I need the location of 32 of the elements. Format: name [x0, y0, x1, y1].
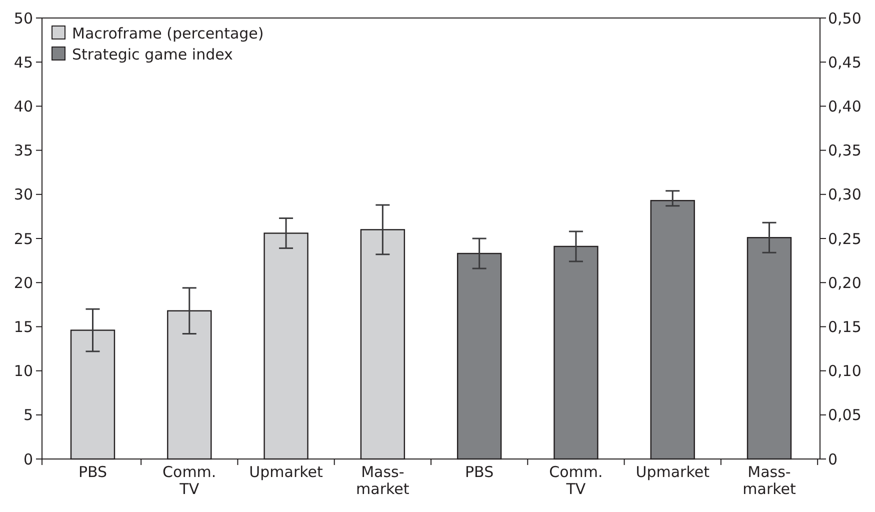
y2-tick-label: 0: [828, 450, 838, 468]
y-tick-label: 5: [23, 406, 33, 424]
legend-label: Strategic game index: [72, 45, 234, 64]
y-tick-label: 50: [14, 9, 33, 28]
y2-tick-label: 0,20: [828, 274, 862, 292]
x-tick-label: Comm. TV: [549, 463, 603, 498]
y-tick-label: 10: [14, 362, 33, 380]
y2-tick-label: 0,25: [828, 230, 862, 248]
x-tick-label: Mass-market: [742, 463, 796, 498]
x-tick-label: Mass-market: [356, 463, 410, 498]
y2-tick-label: 0,30: [828, 186, 862, 204]
y-tick-label: 35: [14, 142, 33, 160]
y-tick-label: 0: [23, 450, 33, 468]
y2-tick-label: 0,10: [828, 362, 862, 380]
x-tick-label: PBS: [78, 463, 108, 481]
y2-tick-label: 0,35: [828, 142, 862, 160]
legend-label: Macroframe (percentage): [72, 24, 264, 42]
x-tick-label: PBS: [465, 463, 494, 481]
y2-tick-label: 0,40: [828, 97, 862, 116]
y2-tick-label: 0,05: [828, 406, 862, 424]
y2-tick-label: 0,15: [828, 318, 862, 336]
x-tick-label: Comm. TV: [162, 463, 216, 498]
y2-tick-label: 0,50: [828, 9, 862, 28]
y-tick-label: 40: [14, 97, 33, 116]
y-tick-label: 20: [14, 274, 33, 292]
y2-tick-label: 0,45: [828, 53, 862, 72]
x-tick-label: Upmarket: [249, 463, 324, 481]
y-tick-label: 45: [14, 53, 33, 72]
y-tick-label: 15: [14, 318, 33, 336]
y-tick-label: 25: [14, 230, 33, 248]
y-tick-label: 30: [14, 186, 33, 204]
x-tick-label: Upmarket: [636, 463, 710, 481]
